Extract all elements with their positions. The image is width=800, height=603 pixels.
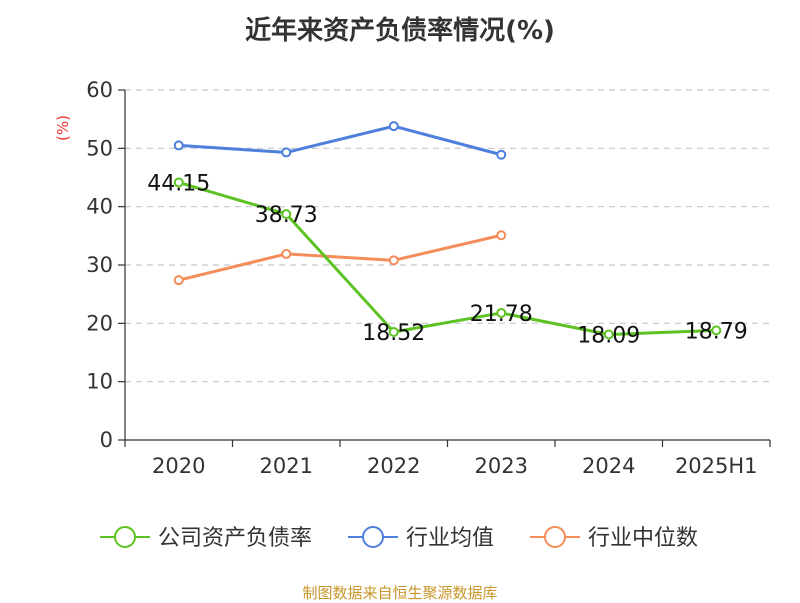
legend: 公司资产负债率 行业均值 行业中位数 xyxy=(100,526,698,551)
data-label: 44.15 xyxy=(147,171,210,196)
data-point xyxy=(496,307,507,318)
legend-marker-2 xyxy=(544,526,566,548)
data-label: 18.79 xyxy=(685,319,748,344)
x-tick-label-2022: 2022 xyxy=(367,454,420,478)
series-line-0 xyxy=(178,181,717,336)
data-point xyxy=(388,255,399,266)
series-group: 44.15 38.73 18.52 21.78 18.09 18.79 xyxy=(147,121,748,348)
y-tick-label-50: 50 xyxy=(86,136,113,160)
legend-label-1: 行业均值 xyxy=(406,526,494,551)
data-point xyxy=(173,177,184,188)
data-point xyxy=(496,230,507,241)
data-point xyxy=(281,248,292,259)
x-tick-label-2025H1: 2025H1 xyxy=(675,454,758,478)
y-tick-label-40: 40 xyxy=(86,195,113,219)
data-point xyxy=(711,325,722,336)
axes: 0 10 20 30 40 50 60 2020 2021 2022 2023 2024 2025H1 xyxy=(86,78,771,478)
data-label: 38.73 xyxy=(255,203,318,228)
x-tick-label-2024: 2024 xyxy=(582,454,635,478)
legend-label-0: 公司资产负债率 xyxy=(158,526,312,551)
data-point xyxy=(496,149,507,160)
series-line-1 xyxy=(178,124,502,157)
x-tick-label-2023: 2023 xyxy=(475,454,528,478)
y-tick-label-30: 30 xyxy=(86,253,113,277)
data-point xyxy=(388,121,399,132)
data-label: 21.78 xyxy=(470,302,533,327)
legend-label-2: 行业中位数 xyxy=(588,526,698,551)
legend-marker-0 xyxy=(114,526,136,548)
data-point xyxy=(173,275,184,286)
data-label: 18.09 xyxy=(577,323,640,348)
data-point xyxy=(603,329,614,340)
data-point xyxy=(281,147,292,158)
legend-marker-1 xyxy=(362,526,384,548)
series-line-2 xyxy=(178,233,502,282)
y-tick-label-0: 0 xyxy=(100,428,113,452)
y-tick-label-60: 60 xyxy=(86,78,113,102)
x-tick-label-2021: 2021 xyxy=(260,454,313,478)
data-point xyxy=(388,326,399,337)
y-tick-label-10: 10 xyxy=(86,370,113,394)
chart-title: 近年来资产负债率情况(%) xyxy=(245,16,555,46)
x-tick-label-2020: 2020 xyxy=(152,454,205,478)
y-tick-label-20: 20 xyxy=(86,311,113,335)
grid-lines xyxy=(125,89,770,383)
data-point xyxy=(281,209,292,220)
y-axis-label: (%) xyxy=(54,115,72,141)
data-label: 18.52 xyxy=(362,321,425,346)
data-point xyxy=(173,140,184,151)
source-note: 制图数据来自恒生聚源数据库 xyxy=(302,584,498,602)
